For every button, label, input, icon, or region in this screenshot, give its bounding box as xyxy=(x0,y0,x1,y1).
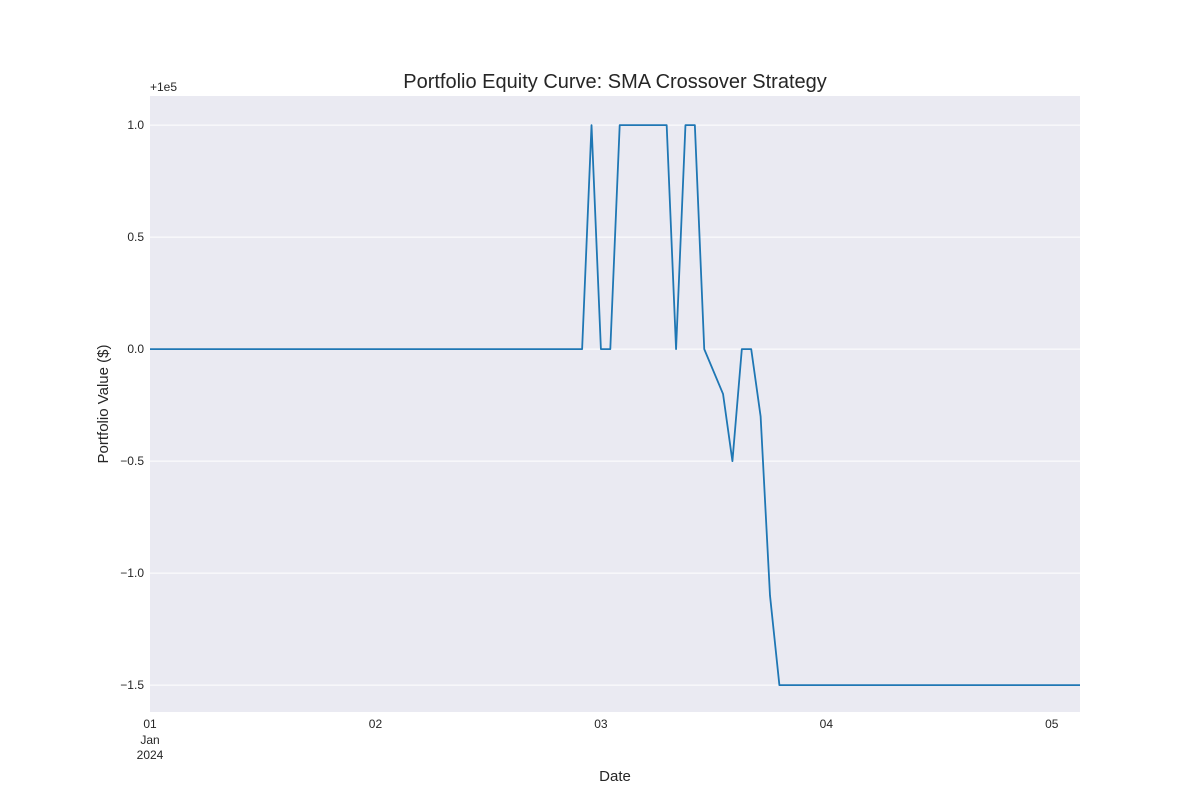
y-tick-label: 0.0 xyxy=(127,342,144,356)
y-tick-label: −1.5 xyxy=(120,678,144,692)
x-tick-label: 02 xyxy=(369,717,383,731)
y-offset-label: +1e5 xyxy=(150,80,177,94)
y-axis-ticks: 1.0 0.5 0.0 −0.5 −1.0 −1.5 xyxy=(120,118,144,692)
series-layer xyxy=(150,124,1080,687)
chart-title: Portfolio Equity Curve: SMA Crossover St… xyxy=(403,71,827,93)
equity-line xyxy=(150,124,1080,687)
x-tick-sublabel: 2024 xyxy=(137,748,164,762)
x-tick-label: 04 xyxy=(820,717,834,731)
x-tick-label: 03 xyxy=(594,717,608,731)
plot-area xyxy=(150,96,1080,712)
x-tick-sublabel: Jan xyxy=(140,733,159,747)
x-axis-label: Date xyxy=(599,768,631,785)
y-axis-label: Portfolio Value ($) xyxy=(95,345,112,464)
y-tick-label: 1.0 xyxy=(127,118,144,132)
y-tick-label: −0.5 xyxy=(120,454,144,468)
x-tick-label: 05 xyxy=(1045,717,1059,731)
x-tick-label: 01 xyxy=(143,717,157,731)
y-tick-label: −1.0 xyxy=(120,566,144,580)
y-tick-label: 0.5 xyxy=(127,230,144,244)
